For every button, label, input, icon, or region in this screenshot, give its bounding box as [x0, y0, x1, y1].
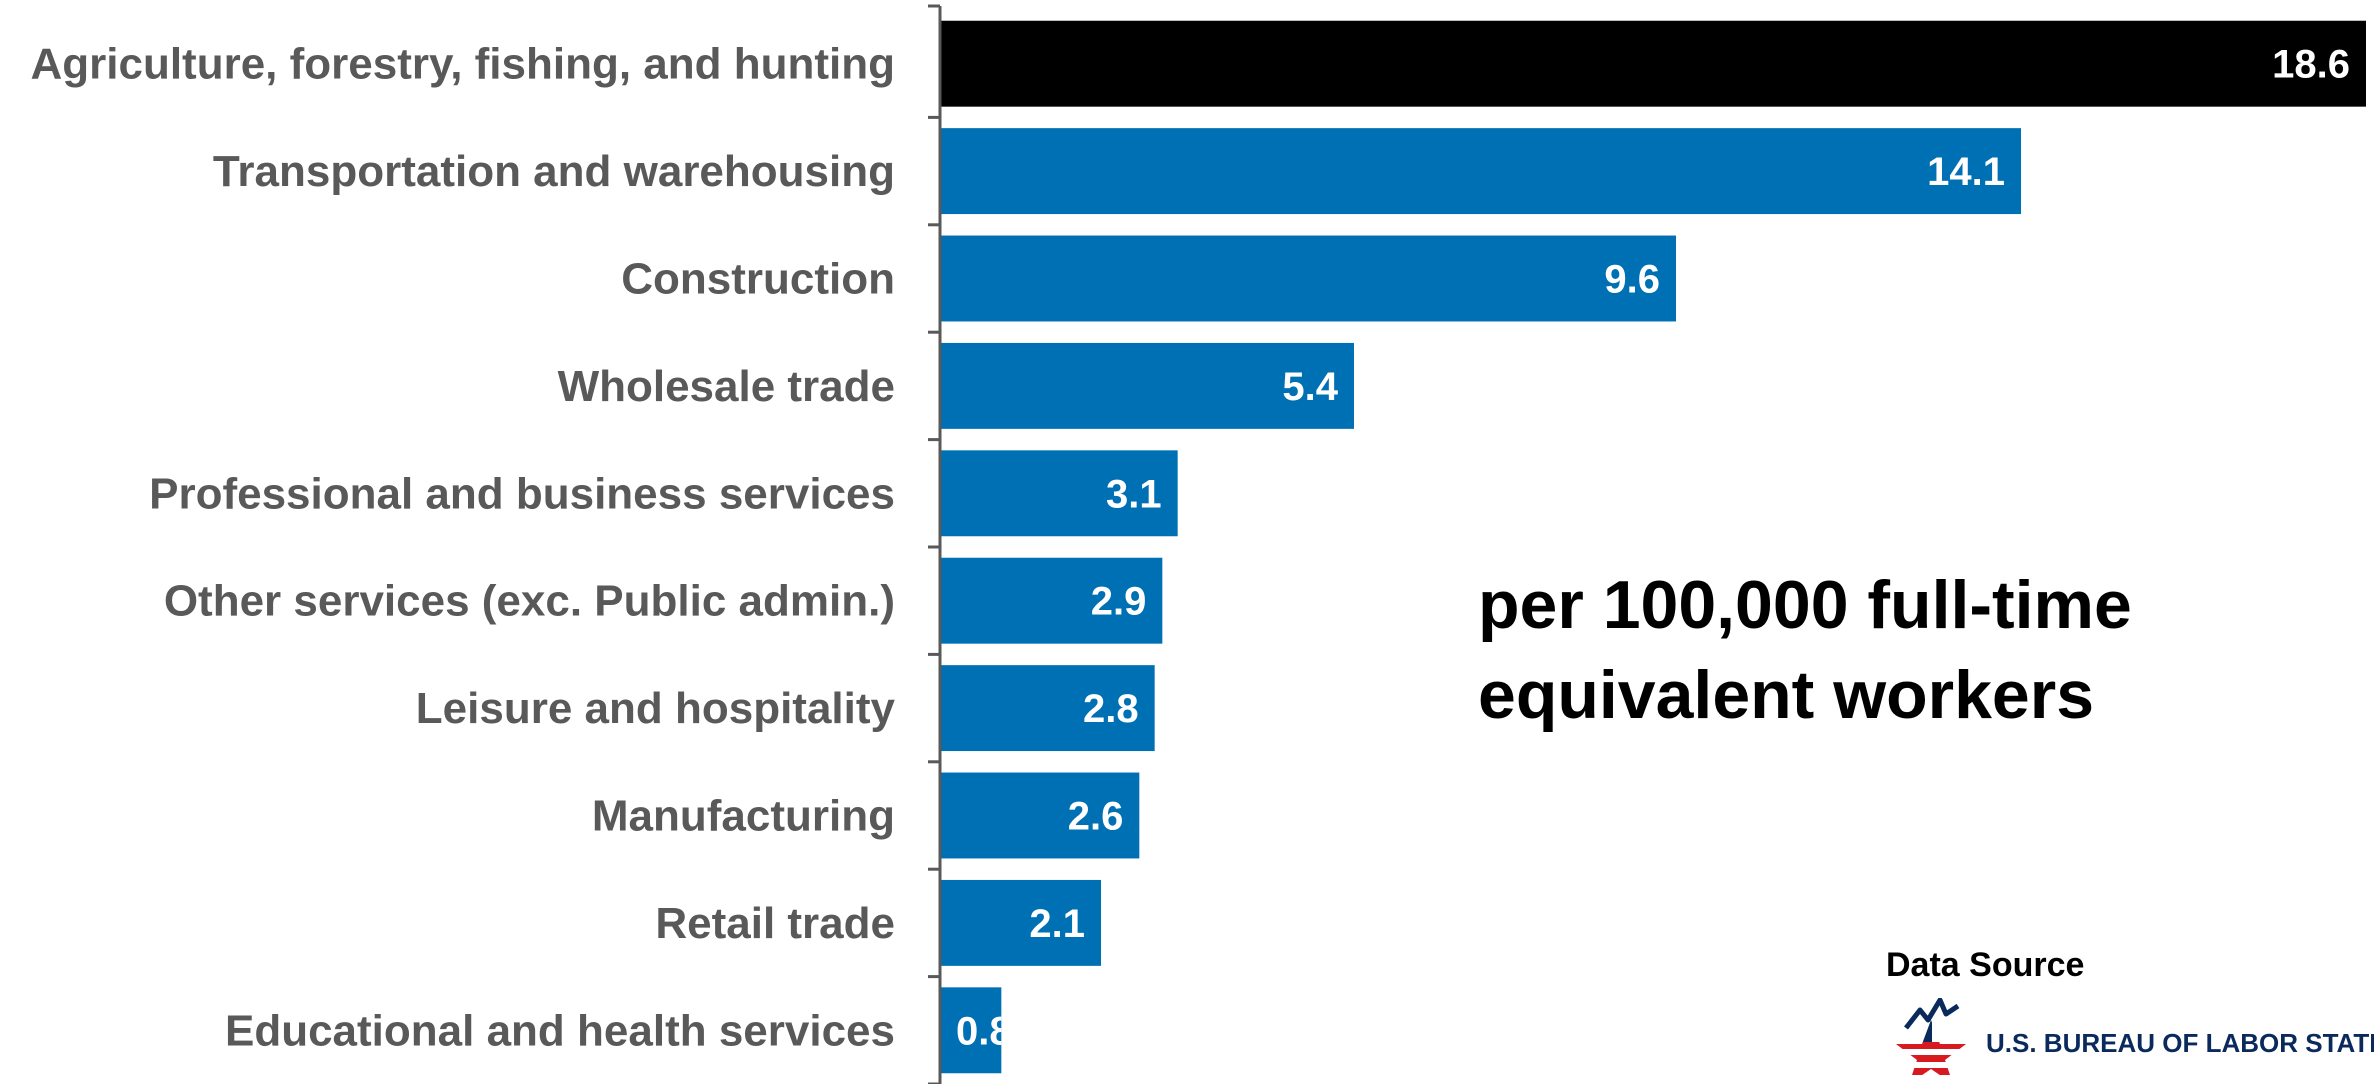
bar-9: [940, 987, 1002, 1074]
bls-star-logo-icon: [1896, 998, 1966, 1084]
data-source-title: Data Source: [1886, 946, 2085, 984]
value-label-0: 18.6: [2272, 43, 2350, 87]
units-annotation: per 100,000 full-time equivalent workers: [1478, 560, 2132, 740]
value-label-3: 5.4: [1282, 365, 1338, 409]
bar-5: [940, 557, 1163, 644]
value-label-4: 3.1: [1106, 472, 1162, 516]
category-label-8: Retail trade: [655, 899, 895, 948]
value-label-7: 2.6: [1068, 795, 1124, 839]
value-label-6: 2.8: [1083, 687, 1139, 731]
bls-name: U.S. BUREAU OF LABOR STATISTICS: [1986, 1028, 2374, 1058]
value-label-5: 2.9: [1091, 580, 1147, 624]
value-label-1: 14.1: [1927, 150, 2005, 194]
bar-1: [940, 128, 2021, 215]
category-label-0: Agriculture, forestry, fishing, and hunt…: [30, 40, 895, 89]
category-label-3: Wholesale trade: [558, 362, 895, 411]
category-label-9: Educational and health services: [225, 1006, 895, 1055]
bar-8: [940, 879, 1101, 966]
value-labels: 18.6 14.1 9.6 5.4 3.1 2.9 2.8 2.6 2.1 0.8: [956, 43, 2350, 1054]
value-label-8: 2.1: [1029, 902, 1085, 946]
value-label-9: 0.8: [956, 1009, 1012, 1053]
y-axis: [928, 4, 942, 1084]
category-label-5: Other services (exc. Public admin.): [164, 577, 895, 626]
category-label-1: Transportation and warehousing: [213, 147, 895, 196]
bar-6: [940, 665, 1155, 752]
bar-7: [940, 772, 1140, 859]
bars-layer: [940, 20, 2366, 1074]
value-label-2: 9.6: [1604, 258, 1660, 302]
category-label-2: Construction: [621, 255, 895, 304]
bar-4: [940, 450, 1178, 537]
category-labels: Agriculture, forestry, fishing, and hunt…: [30, 40, 895, 1056]
units-annotation-line-1: per 100,000 full-time: [1478, 567, 2132, 643]
category-label-6: Leisure and hospitality: [416, 684, 896, 733]
units-annotation-line-2: equivalent workers: [1478, 657, 2095, 733]
bar-0: [940, 20, 2366, 107]
bar-2: [940, 235, 1676, 322]
bar-3: [940, 342, 1354, 429]
category-label-7: Manufacturing: [592, 792, 895, 841]
category-label-4: Professional and business services: [149, 469, 895, 518]
